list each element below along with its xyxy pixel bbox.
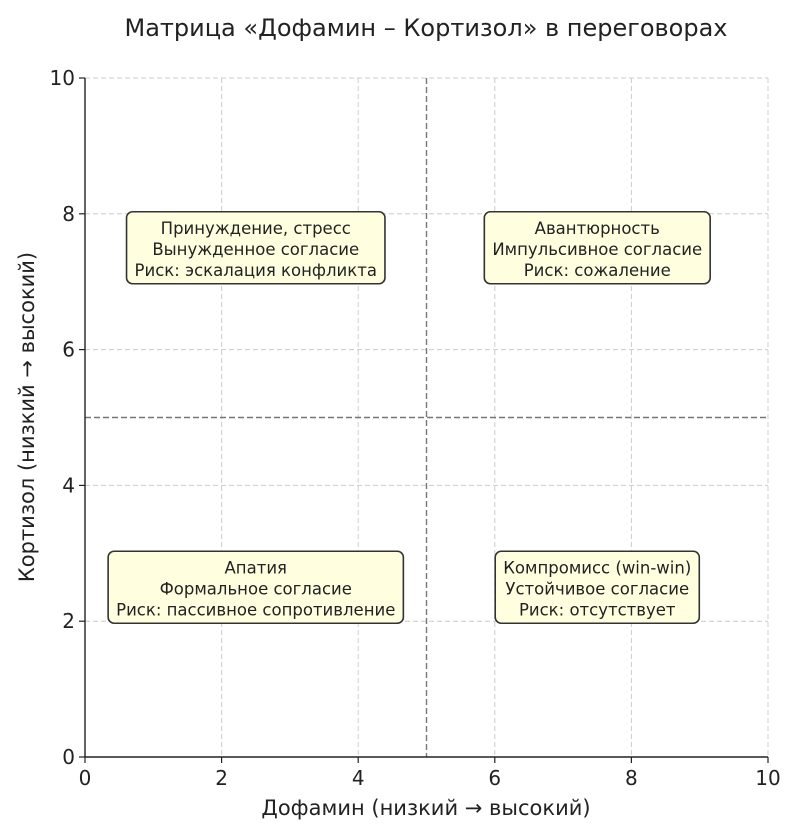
annotation-background [107, 550, 405, 625]
annotation-text: Риск: отсутствует [519, 600, 676, 619]
annotation-background [483, 210, 711, 285]
y-tick-label: 0 [62, 745, 75, 769]
annotation-box: Принуждение, стресс Вынужденное согласие Р… [125, 210, 386, 285]
annotation-box: Апатия Формальное согласие Риск: пассивное… [107, 550, 405, 625]
y-axis-label: Кортизол (низкий → высокий) [15, 252, 39, 582]
y-tick-label: 6 [62, 338, 75, 362]
x-tick-label: 10 [755, 766, 780, 790]
annotation-text: Импульсивное согласие [492, 240, 702, 259]
x-tick-label: 6 [488, 766, 501, 790]
x-tick-label: 2 [215, 766, 228, 790]
x-axis-label: Дофамин (низкий → высокий) [261, 796, 590, 820]
y-tick-label: 10 [50, 66, 75, 90]
annotation-background [125, 210, 386, 285]
annotation-text: Апатия [225, 558, 287, 577]
annotation-text: Риск: эскалация конфликта [135, 261, 377, 280]
annotation-text: Авантюрность [535, 219, 660, 238]
annotation-text: Формальное согласие [160, 579, 352, 598]
y-tick-label: 8 [62, 202, 75, 226]
x-tick-label: 0 [79, 766, 92, 790]
annotation-box: Авантюрность Импульсивное согласие Риск: с… [483, 210, 711, 285]
annotation-background [494, 550, 701, 625]
y-tick-label: 2 [62, 609, 75, 633]
x-tick-label: 8 [625, 766, 638, 790]
y-tick-label: 4 [62, 473, 75, 497]
chart-title: Матрица «Дофамин – Кортизол» в переговор… [124, 14, 727, 42]
x-tick-label: 4 [352, 766, 365, 790]
annotation-text: Устойчивое согласие [505, 579, 689, 598]
annotation-text: Вынужденное согласие [152, 240, 359, 259]
annotation-box: Компромисс (win-win) Устойчивое согласие Р… [494, 550, 701, 625]
annotation-text: Риск: сожаление [524, 261, 671, 280]
annotation-text: Риск: пассивное сопротивление [116, 600, 395, 619]
annotation-text: Компромисс (win-win) [503, 558, 691, 577]
annotation-text: Принуждение, стресс [161, 219, 351, 238]
